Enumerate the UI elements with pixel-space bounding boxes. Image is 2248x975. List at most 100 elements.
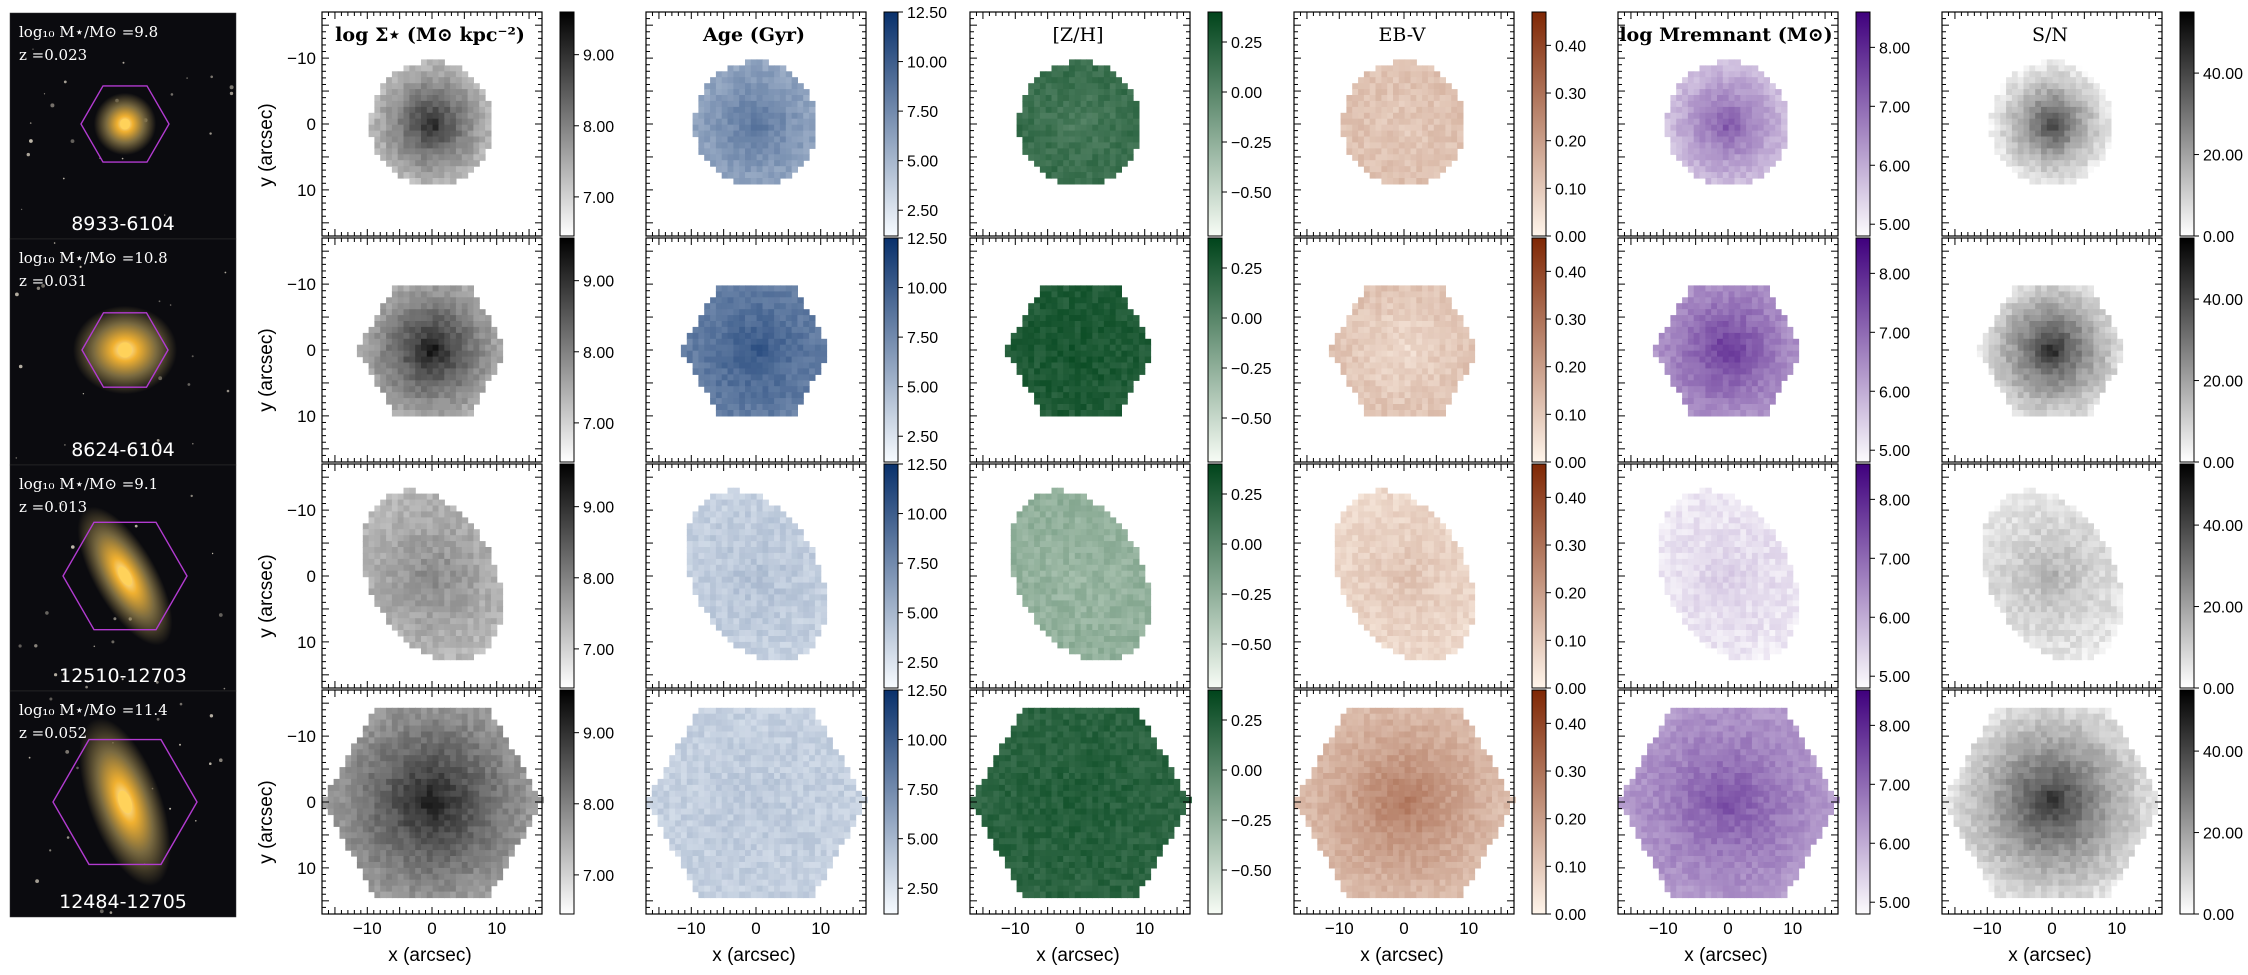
map-pixel [1676,83,1682,90]
map-pixel [1040,160,1046,167]
map-pixel [803,142,809,149]
map-pixel [1700,142,1706,149]
map-pixel [1116,125,1122,132]
map-pixel [2076,101,2082,108]
map-pixel [404,119,410,126]
map-pixel [1075,148,1081,155]
map-pixel [1676,95,1682,102]
map-pixel [1364,107,1370,114]
map-pixel [1735,65,1741,72]
map-pixel [1358,107,1364,114]
map-pixel [398,95,404,102]
map-pixel [374,101,380,108]
map-pixel [733,154,739,161]
map-pixel [2012,125,2018,132]
map-pixel [1694,137,1700,144]
map-pixel [1081,154,1087,161]
map-pixel [462,160,468,167]
map-pixel [2024,137,2030,144]
map-pixel [1740,113,1746,120]
map-pixel [1370,95,1376,102]
map-pixel [1104,101,1110,108]
map-pixel [2053,119,2059,126]
map-pixel [1416,125,1422,132]
map-pixel [768,119,774,126]
map-pixel [450,119,456,126]
map-pixel [1428,119,1434,126]
map-pixel [2035,83,2041,90]
map-pixel [751,107,757,114]
map-pixel [2041,125,2047,132]
map-pixel [1028,119,1034,126]
map-pixel [1676,101,1682,108]
map-pixel [404,71,410,78]
map-pixel [421,142,427,149]
map-pixel [1705,172,1711,179]
map-pixel [1445,125,1451,132]
map-pixel [2018,83,2024,90]
map-pixel [1451,154,1457,161]
map-pixel [1075,65,1081,72]
map-pixel [462,142,468,149]
map-pixel [1063,137,1069,144]
map-pixel [1735,59,1741,66]
map-pixel [1376,131,1382,138]
map-pixel [404,125,410,132]
map-pixel [1682,113,1688,120]
map-pixel [1705,101,1711,108]
map-pixel [1358,160,1364,167]
map-pixel [1110,131,1116,138]
map-pixel [1387,89,1393,96]
map-pixel [1098,107,1104,114]
map-pixel [1434,142,1440,149]
map-pixel [1457,101,1463,108]
star [45,611,49,615]
map-pixel [797,95,803,102]
map-pixel [1040,119,1046,126]
map-pixel [439,142,445,149]
map-pixel [1092,89,1098,96]
map-pixel [439,71,445,78]
map-pixel [1017,131,1023,138]
map-pixel [1735,172,1741,179]
map-pixel [1346,107,1352,114]
map-pixel [2053,77,2059,84]
map-pixel [1352,125,1358,132]
map-pixel [1104,137,1110,144]
map-pixel [786,119,792,126]
map-pixel [1040,107,1046,114]
map-pixel [792,89,798,96]
map-pixel [1440,101,1446,108]
map-pixel [2064,113,2070,120]
map-pixel [1411,59,1417,66]
map-pixel [433,137,439,144]
map-pixel [1381,107,1387,114]
map-pixel [2041,131,2047,138]
map-pixel [786,166,792,173]
star [192,443,194,445]
map-pixel [421,154,427,161]
star [21,209,22,210]
map-pixel [733,101,739,108]
map-pixel [774,119,780,126]
galaxy-id-label: 8933-6104 [71,213,175,235]
map-pixel [2006,131,2012,138]
map-pixel [1769,113,1775,120]
map-pixel [1063,148,1069,155]
map-pixel [1399,125,1405,132]
map-pixel [450,166,456,173]
map-pixel [786,142,792,149]
map-pixel [704,131,710,138]
map-pixel [2018,95,2024,102]
map-pixel [433,131,439,138]
map-pixel [797,125,803,132]
map-pixel [2012,101,2018,108]
map-pixel [439,178,445,185]
map-pixel [1723,142,1729,149]
map-pixel [415,178,421,185]
map-pixel [427,119,433,126]
map-pixel [1457,107,1463,114]
map-pixel [1740,137,1746,144]
map-pixel [439,154,445,161]
map-pixel [1087,83,1093,90]
